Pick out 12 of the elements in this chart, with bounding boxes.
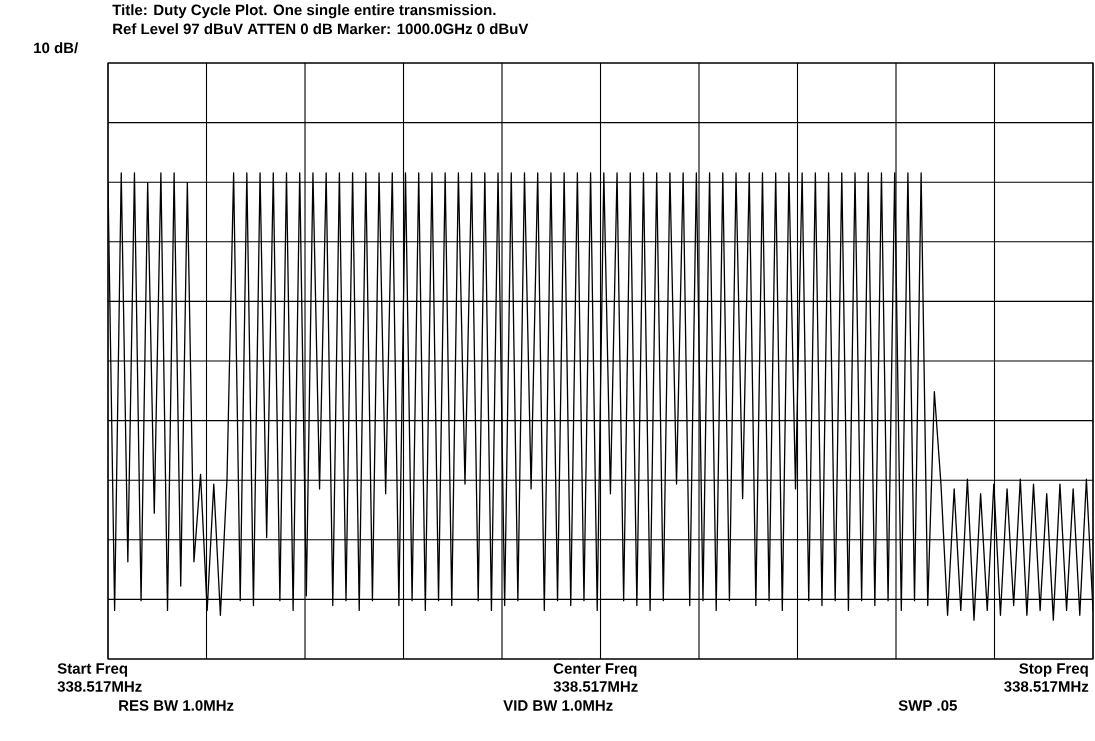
text: RES BW 1.0MHz (119, 700, 234, 711)
text: Center Freq (553, 663, 637, 677)
text: 338.517MHz (1004, 681, 1089, 692)
text: 338.517MHz (57, 681, 142, 692)
text: VID BW 1.0MHz (503, 700, 613, 711)
text: 338.517MHz (553, 681, 638, 692)
chart-title: Title: Duty Cycle Plot. One single entire transmission. (112, 4, 496, 19)
text: Start Freq (57, 663, 128, 677)
text: SWP .05 (898, 700, 957, 711)
text: 10 dB/ (34, 42, 79, 54)
chart-subtitle: Ref Level 97 dBuV ATTEN 0 dB Marker: 1000.0GHz 0 dBuV (113, 23, 529, 35)
text: Stop Freq (1019, 663, 1088, 677)
